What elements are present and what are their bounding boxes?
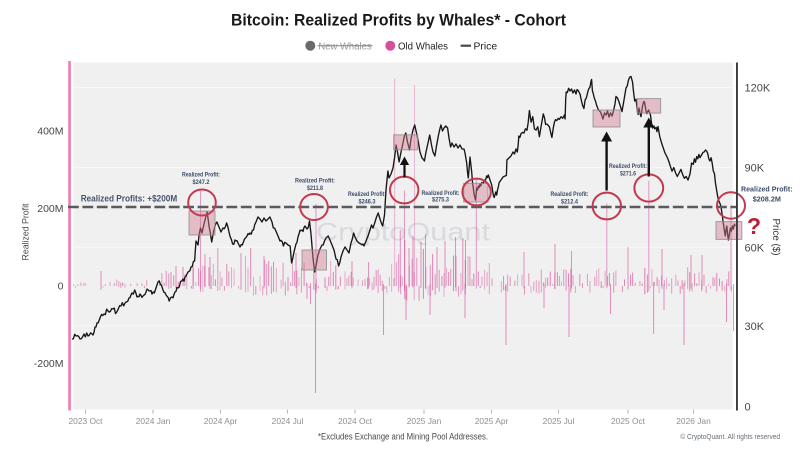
svg-text:Realized Profit:: Realized Profit: (182, 171, 220, 178)
svg-text:Price: Price (474, 40, 498, 52)
svg-text:$212.4: $212.4 (561, 198, 578, 205)
svg-text:2025 Oct: 2025 Oct (611, 416, 646, 426)
svg-text:?: ? (747, 213, 761, 239)
svg-text:$271.6: $271.6 (620, 170, 636, 177)
svg-text:200M: 200M (37, 203, 63, 215)
svg-text:Price ($): Price ($) (770, 219, 782, 256)
svg-text:2025 Jan: 2025 Jan (407, 416, 442, 426)
svg-text:Realized Profit:: Realized Profit: (551, 191, 589, 198)
svg-text:$208.2M: $208.2M (753, 194, 781, 203)
svg-text:New Whales: New Whales (318, 40, 371, 52)
svg-text:2025 Apr: 2025 Apr (475, 416, 509, 426)
svg-text:2024 Apr: 2024 Apr (204, 416, 238, 426)
svg-text:2024 Jan: 2024 Jan (136, 416, 171, 426)
svg-text:90K: 90K (745, 163, 765, 175)
svg-text:$246.3: $246.3 (359, 198, 376, 205)
svg-text:2024 Oct: 2024 Oct (338, 416, 373, 426)
svg-text:120K: 120K (745, 83, 771, 95)
svg-text:$211.8: $211.8 (307, 185, 323, 192)
svg-text:© CryptoQuant. All rights rese: © CryptoQuant. All rights reserved (680, 432, 780, 441)
svg-text:0: 0 (58, 281, 64, 293)
svg-text:Realized Profit:: Realized Profit: (348, 191, 386, 198)
svg-text:Old Whales: Old Whales (398, 40, 448, 52)
svg-text:0: 0 (745, 402, 751, 414)
svg-text:*Excludes Exchange and Mining: *Excludes Exchange and Mining Pool Addre… (318, 432, 488, 442)
svg-text:Realized Profit:: Realized Profit: (295, 177, 335, 184)
svg-text:2026 Jan: 2026 Jan (676, 416, 711, 426)
svg-text:Realized Profits: +$200M: Realized Profits: +$200M (81, 194, 178, 204)
svg-text:CryptoQuant: CryptoQuant (316, 219, 490, 247)
svg-text:-200M: -200M (34, 358, 64, 370)
svg-text:Realized Profit:: Realized Profit: (609, 163, 647, 170)
svg-text:Realized Profit: Realized Profit (20, 203, 31, 260)
svg-text:2025 Jul: 2025 Jul (543, 416, 575, 426)
svg-text:60K: 60K (745, 242, 765, 254)
svg-text:Bitcoin: Realized Profits by W: Bitcoin: Realized Profits by Whales* - C… (231, 12, 566, 30)
svg-text:Realized Profit:: Realized Profit: (741, 185, 793, 194)
svg-text:$275.3: $275.3 (432, 197, 449, 204)
svg-text:2024 Jul: 2024 Jul (272, 416, 304, 426)
svg-text:Realized Profit:: Realized Profit: (422, 190, 460, 197)
svg-text:400M: 400M (37, 126, 63, 138)
svg-text:$247.2: $247.2 (193, 179, 210, 186)
svg-text:30K: 30K (745, 321, 765, 333)
svg-text:2023 Oct: 2023 Oct (69, 416, 104, 426)
